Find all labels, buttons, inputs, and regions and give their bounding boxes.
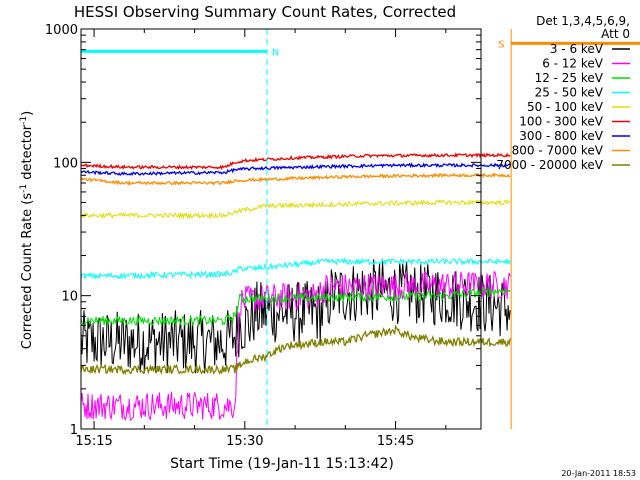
series-line — [80, 324, 511, 376]
x-axis-label: Start Time (19-Jan-11 15:13:42) — [170, 456, 394, 472]
y-tick-label: 10 — [61, 290, 78, 305]
legend-item-label: 300 - 800 keV — [519, 129, 603, 143]
x-tick-label: 15:45 — [377, 434, 414, 449]
series-line — [80, 259, 511, 374]
y-axis-label-part2: detector — [20, 124, 35, 184]
legend-header-line1: Det 1,3,4,5,6,9, — [536, 14, 630, 28]
legend-item-label: 12 - 25 keV — [535, 71, 604, 85]
data-layer — [80, 152, 511, 422]
y-axis-label-sup1: -1 — [19, 184, 29, 193]
legend-header-line2: Att 0 — [601, 27, 630, 41]
series-line — [80, 256, 511, 281]
legend-item-label: 50 - 100 keV — [527, 100, 604, 114]
y-axis: 1 10 100 1000 — [45, 23, 481, 438]
y-tick-label: 1 — [70, 423, 78, 438]
series-trace — [80, 324, 511, 376]
plot-frame — [80, 28, 482, 430]
status-bar-label: N — [272, 47, 279, 58]
legend-item-label: 6 - 12 keV — [542, 57, 604, 71]
series-line — [80, 198, 511, 220]
footer-timestamp: 20-Jan-2011 18:53 — [561, 469, 636, 478]
series-trace — [80, 162, 511, 177]
series-line — [80, 162, 511, 177]
y-axis-label-sup2: -1 — [19, 116, 29, 125]
x-tick-label: 15:30 — [226, 434, 263, 449]
legend-item-label: 7000 - 20000 keV — [496, 158, 603, 172]
legend-item-label: 800 - 7000 keV — [512, 144, 604, 158]
legend-item-label: 3 - 6 keV — [550, 42, 604, 56]
series-line — [80, 271, 511, 422]
y-tick-label: 1000 — [45, 23, 78, 38]
y-axis-label-part3: ) — [20, 111, 35, 116]
chart-title: HESSI Observing Summary Count Rates, Cor… — [74, 3, 456, 21]
x-tick-label: 15:15 — [75, 434, 112, 449]
series-trace — [80, 271, 511, 422]
series-line — [80, 152, 511, 171]
series-trace — [80, 152, 511, 171]
status-bar-label: S — [498, 39, 504, 50]
series-trace — [80, 198, 511, 220]
series-trace — [80, 259, 511, 374]
y-axis-label-part1: Corrected Count Rate (s — [20, 193, 35, 350]
legend-item-label: 25 - 50 keV — [535, 86, 604, 100]
x-axis: 15:15 15:30 15:45 — [75, 29, 447, 449]
legend-item-label: 100 - 300 keV — [519, 115, 603, 129]
y-tick-label: 100 — [53, 156, 78, 171]
series-trace — [80, 256, 511, 281]
series-line — [80, 172, 511, 187]
y-axis-label: Corrected Count Rate (s-1 detector-1) — [19, 111, 35, 349]
series-trace — [80, 172, 511, 187]
series-trace — [80, 286, 511, 327]
series-line — [80, 286, 511, 327]
